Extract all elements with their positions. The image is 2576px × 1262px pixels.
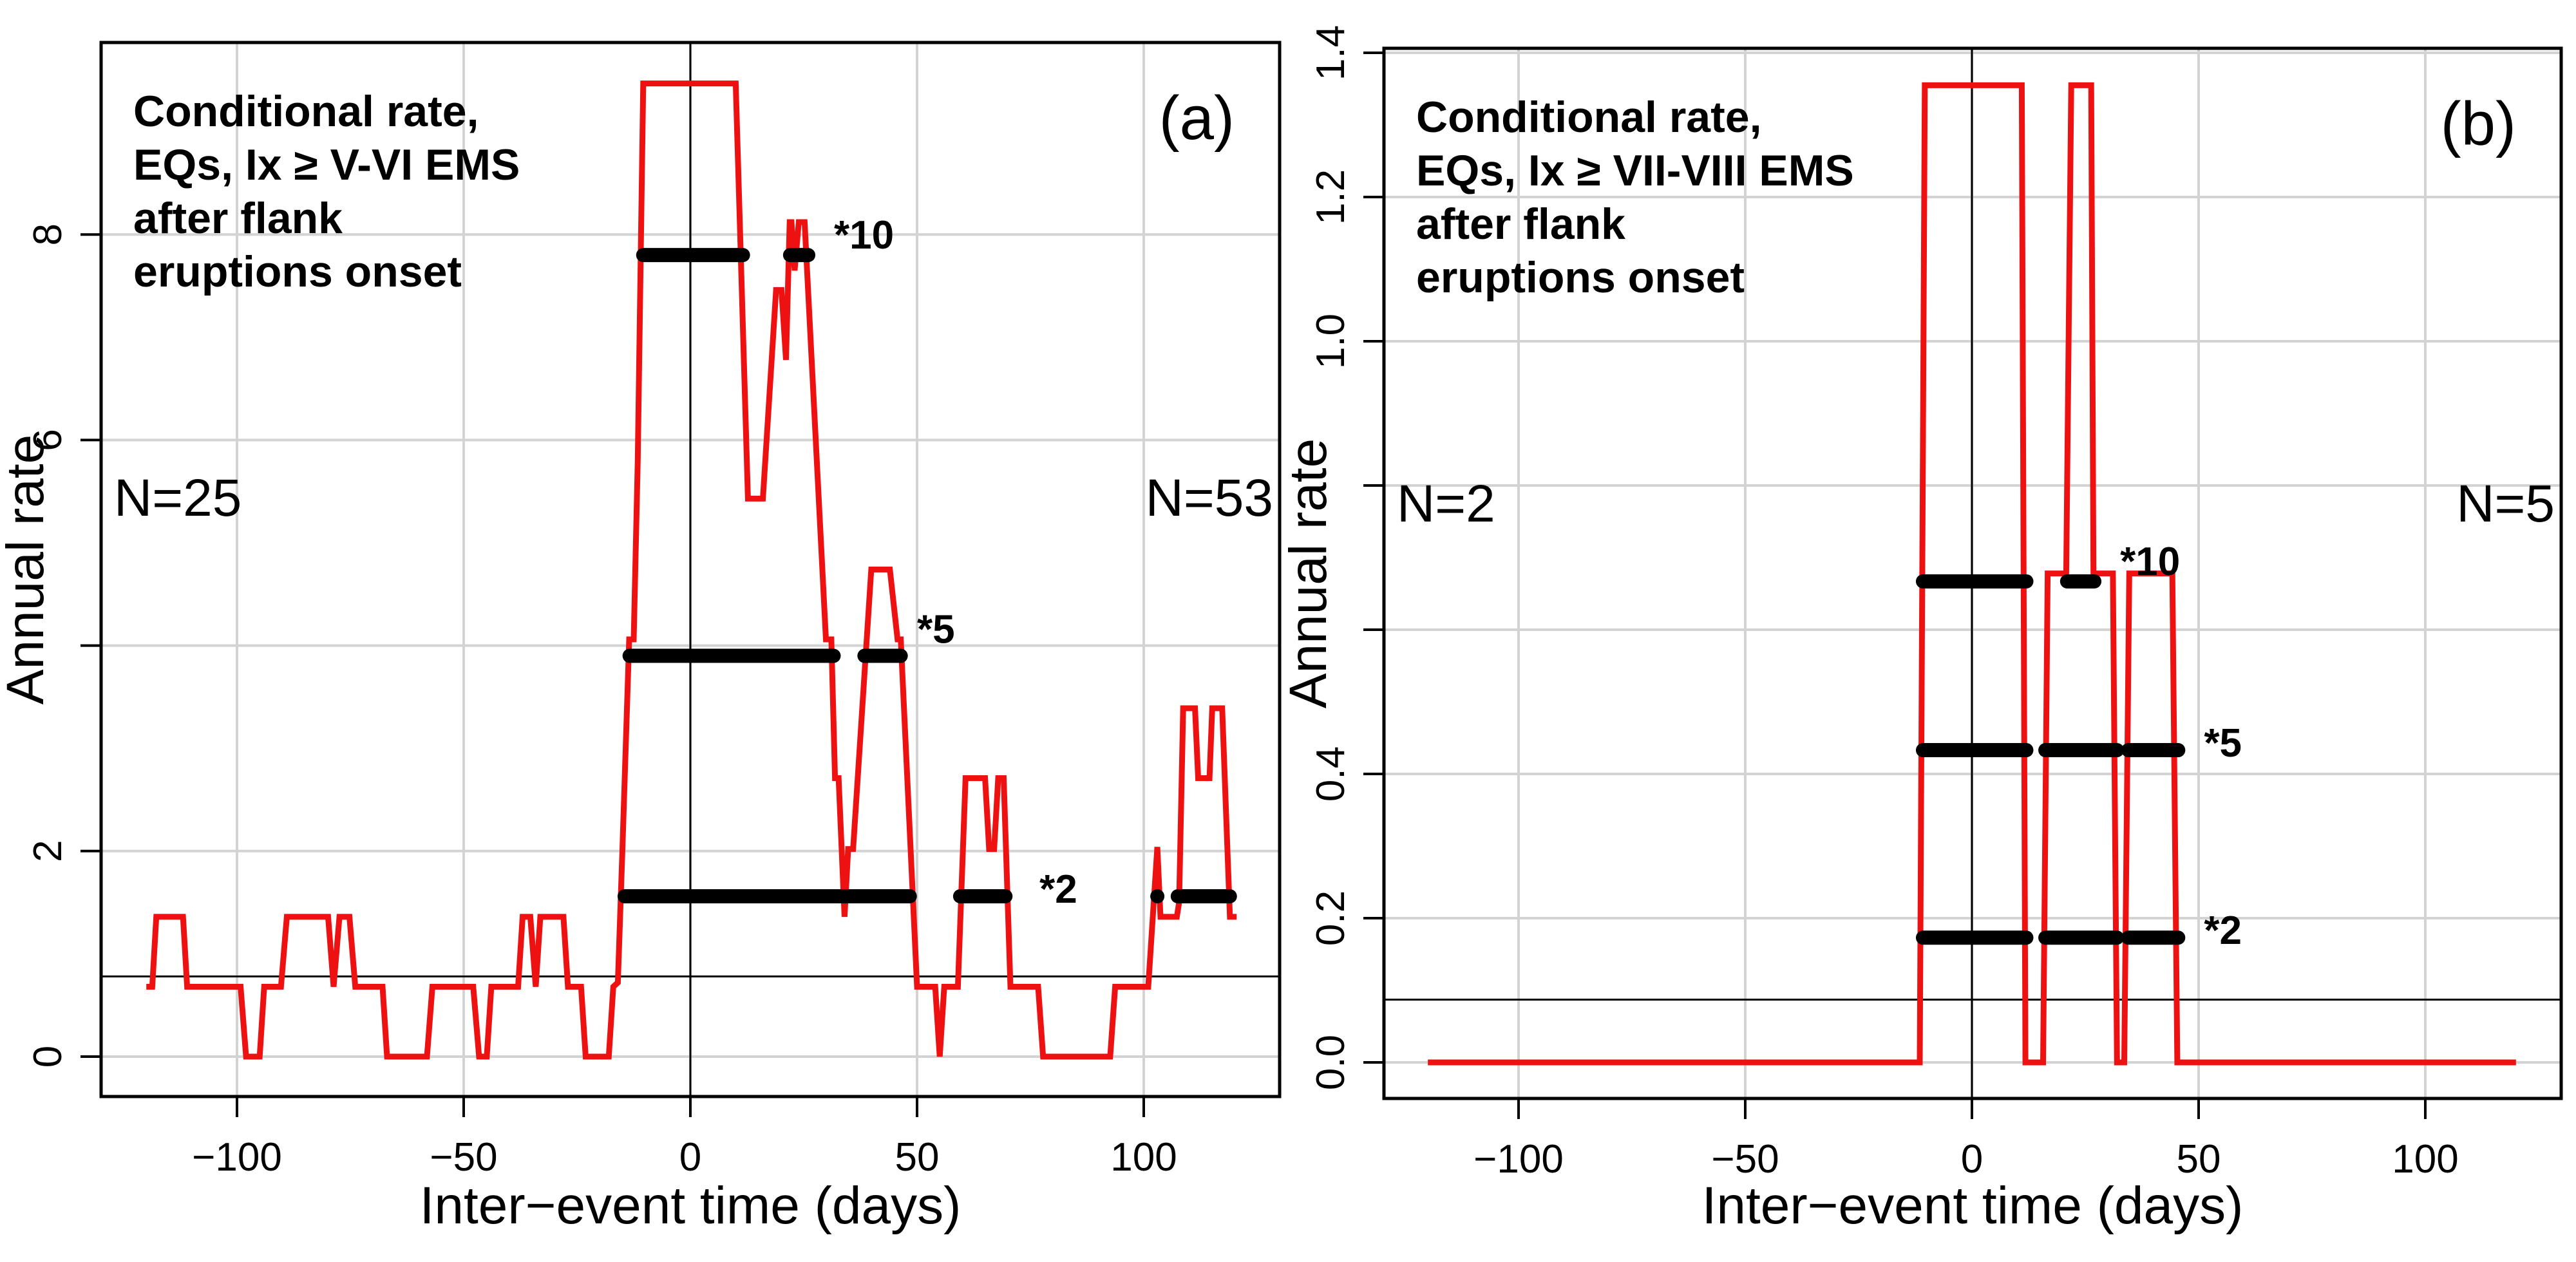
x-tick-label: 100 xyxy=(1110,1135,1177,1180)
plot-area xyxy=(1428,82,2516,1066)
y-tick-label: 0.0 xyxy=(1309,1035,1353,1090)
x-axis-title: Inter−event time (days) xyxy=(420,1176,961,1235)
n-count-before: N=25 xyxy=(114,469,242,527)
y-tick-label: 8 xyxy=(26,223,70,245)
threshold-label: *2 xyxy=(2204,909,2242,953)
y-axis-title: Annual rate xyxy=(1279,438,1338,708)
x-tick-label: −100 xyxy=(1473,1137,1564,1182)
y-tick-label: 1.4 xyxy=(1309,25,1353,80)
y-tick-label: 0.4 xyxy=(1309,746,1353,802)
y-tick-label: 0.2 xyxy=(1309,890,1353,946)
x-tick-label: 100 xyxy=(2392,1137,2458,1182)
x-axis-title: Inter−event time (days) xyxy=(1702,1176,2244,1235)
threshold-label: *5 xyxy=(2204,721,2242,766)
rate-series-line xyxy=(1428,82,2516,1066)
annotation-line: eruptions onset xyxy=(133,247,462,296)
threshold-label: *10 xyxy=(2120,540,2180,584)
x-tick-label: 50 xyxy=(2177,1137,2221,1182)
plot-area xyxy=(146,80,1237,1060)
x-tick-label: −50 xyxy=(430,1135,497,1180)
panel-a: *10 *5 *2 −100 −50 0 50 100 0 2 6 8 Inter−event time… xyxy=(0,41,1282,1235)
x-tick-label: 0 xyxy=(1961,1137,1983,1182)
y-tick-label: 0 xyxy=(26,1046,70,1068)
n-count-before: N=2 xyxy=(1397,475,1495,533)
annotation-line: EQs, Ix ≥ VII-VIII EMS xyxy=(1416,146,1854,195)
n-count-after: N=5 xyxy=(2456,475,2555,533)
x-tick-label: 50 xyxy=(895,1135,940,1180)
panel-b: *10 *5 *2 −100 −50 0 50 100 0.0 0.2 0.4 1.0 1.2 1.4 In… xyxy=(1279,25,2563,1235)
y-tick-label: 2 xyxy=(26,840,70,862)
n-count-after: N=53 xyxy=(1146,469,1273,527)
annotation-line: EQs, Ix ≥ V-VI EMS xyxy=(133,140,520,189)
annotation-line: Conditional rate, xyxy=(1416,93,1761,142)
threshold-label: *2 xyxy=(1039,867,1077,912)
x-tick-label: −100 xyxy=(192,1135,282,1180)
annotation-line: after flank xyxy=(133,194,343,243)
annotation-line: eruptions onset xyxy=(1416,253,1745,302)
y-tick-label: 1.2 xyxy=(1309,169,1353,225)
panel-label: (b) xyxy=(2441,89,2516,158)
x-tick-label: −50 xyxy=(1711,1137,1779,1182)
x-tick-label: 0 xyxy=(679,1135,701,1180)
y-tick-label: 1.0 xyxy=(1309,314,1353,369)
y-tick-label: 6 xyxy=(26,429,70,451)
y-axis-title: Annual rate xyxy=(0,435,55,704)
annotation-line: after flank xyxy=(1416,200,1625,249)
annotation-line: Conditional rate, xyxy=(133,87,478,136)
threshold-label: *5 xyxy=(917,608,955,652)
threshold-label: *10 xyxy=(834,213,894,258)
rate-series-line xyxy=(146,80,1237,1060)
panel-label: (a) xyxy=(1159,84,1235,153)
